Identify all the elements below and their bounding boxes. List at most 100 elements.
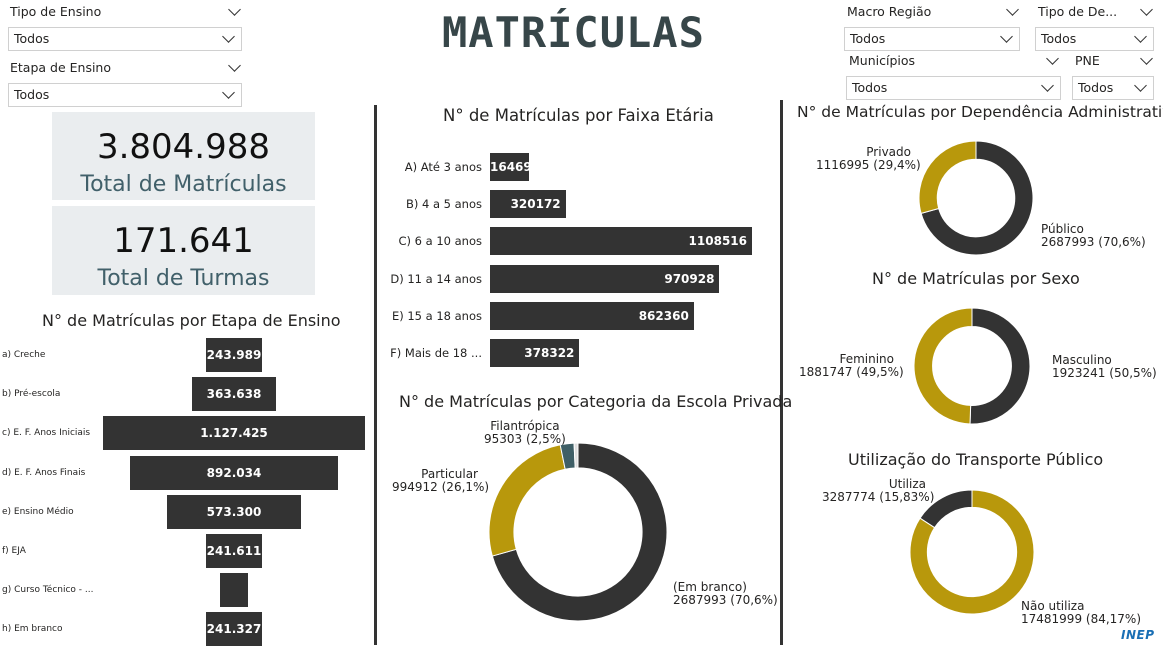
- divider: [780, 100, 783, 645]
- chevron-down-icon: [222, 30, 235, 43]
- slice-value: 994912 (26,1%): [392, 480, 490, 494]
- donut-slice-publico[interactable]: [920, 140, 1034, 256]
- funnel-bar-g-curso-tecnico[interactable]: [220, 573, 248, 608]
- bar-category-label: C) 6 a 10 anos: [398, 234, 483, 249]
- page-title: MATRÍCULAS: [442, 8, 705, 57]
- chevron-down-icon: [1134, 30, 1147, 43]
- bar-category-label: F) Mais de 18 ...: [390, 346, 482, 360]
- filter-pne-value: Todos: [1078, 80, 1114, 95]
- filter-macro-regiao-label: Macro Região: [847, 4, 932, 19]
- funnel-bar-d-e-f-anos-finais[interactable]: 892.034: [130, 455, 338, 490]
- funnel-bar-e-ensino-medio[interactable]: 573.300: [167, 494, 301, 529]
- bar-category-label: A) Até 3 anos: [404, 160, 482, 174]
- bar-b-4-a-5-anos[interactable]: 320172: [490, 190, 566, 219]
- slice-value: 95303 (2,5%): [484, 432, 566, 446]
- chevron-down-icon[interactable]: [1140, 3, 1153, 16]
- slice-name: Masculino: [1052, 353, 1112, 367]
- donut-slice-nao-utiliza[interactable]: [909, 489, 1035, 615]
- funnel-category-label: f) EJA: [2, 546, 26, 556]
- slice-value: 17481999 (84,17%): [1021, 612, 1142, 626]
- bar-c-6-a-10-anos[interactable]: 1108516: [490, 227, 752, 256]
- filter-pne-label: PNE: [1075, 53, 1100, 68]
- chevron-down-icon: [1134, 79, 1147, 92]
- slice-label-nao-utiliza: Não utiliza 17481999 (84,17%): [1021, 600, 1141, 626]
- slice-label-masculino: Masculino 1923241 (50,5%): [1052, 354, 1157, 380]
- slice-name: Privado: [866, 145, 911, 159]
- funnel-category-label: d) E. F. Anos Finais: [2, 467, 86, 478]
- donut-slice-particular[interactable]: [488, 444, 566, 557]
- slice-label-particular: Particular 994912 (26,1%): [392, 468, 490, 494]
- donut-slice-privado[interactable]: [918, 140, 977, 215]
- filter-tipo-de-dropdown[interactable]: Todos: [1035, 27, 1154, 51]
- funnel-bar-h-em-branco[interactable]: 241.327: [205, 612, 263, 647]
- funnel-category-label: e) Ensino Médio: [2, 506, 74, 517]
- chart-title-categoria: N° de Matrículas por Categoria da Escola…: [399, 392, 793, 411]
- kpi-total-turmas: 171.641 Total de Turmas: [52, 206, 315, 295]
- slice-value: 1881747 (49,5%): [799, 365, 904, 379]
- slice-label-privado: Privado 1116995 (29,4%): [816, 145, 921, 172]
- filter-etapa-ensino-label: Etapa de Ensino: [10, 60, 112, 75]
- chart-title-transporte: Utilização do Transporte Público: [848, 450, 1104, 469]
- donut-slice-masculino[interactable]: [969, 307, 1031, 425]
- filter-tipo-de-label: Tipo de De...: [1038, 4, 1118, 19]
- donut-chart-sexo: [913, 307, 1031, 425]
- slice-label-publico: Público 2687993 (70,6%): [1041, 223, 1146, 249]
- filter-tipo-ensino-label: Tipo de Ensino: [10, 4, 102, 19]
- slice-label-filantropica: Filantrópica 95303 (2,5%): [484, 420, 566, 446]
- slice-name: Filantrópica: [490, 419, 560, 433]
- slice-value: 2687993 (70,6%): [1041, 235, 1146, 249]
- chart-title-faixa: N° de Matrículas por Faixa Etária: [443, 106, 714, 125]
- filter-etapa-ensino-value: Todos: [14, 87, 50, 102]
- chart-title-dependencia: N° de Matrículas por Dependência Adminis…: [797, 103, 1163, 121]
- slice-label-em-branco: (Em branco) 2687993 (70,6%): [673, 581, 778, 607]
- filter-municipios-value: Todos: [852, 80, 888, 95]
- chart-title-sexo: N° de Matrículas por Sexo: [872, 269, 1080, 288]
- slice-value: 1116995 (29,4%): [816, 158, 921, 172]
- slice-value: 3287774 (15,83%): [822, 490, 935, 504]
- bar-a-ate-3-anos[interactable]: 164690: [490, 153, 529, 181]
- donut-slice-em-branco[interactable]: [491, 442, 668, 622]
- filter-macro-regiao-value: Todos: [850, 31, 886, 46]
- chevron-down-icon: [1041, 79, 1054, 92]
- chevron-down-icon: [222, 86, 235, 99]
- bar-f-mais-de-18[interactable]: 378322: [490, 339, 580, 367]
- funnel-bar-b-pre-escola[interactable]: 363.638: [191, 377, 277, 412]
- slice-value: 1923241 (50,5%): [1052, 366, 1157, 380]
- filter-tipo-de-value: Todos: [1041, 31, 1077, 46]
- filter-tipo-ensino-value: Todos: [14, 31, 50, 46]
- funnel-category-label: h) Em branco: [2, 624, 63, 635]
- slice-label-feminino: Feminino 1881747 (49,5%): [799, 353, 904, 379]
- slice-name: Público: [1041, 222, 1084, 236]
- funnel-bar-f-eja[interactable]: 241.611: [205, 534, 263, 568]
- donut-chart-transporte: [909, 489, 1035, 615]
- donut-chart-dependencia: [918, 140, 1034, 256]
- filter-municipios-dropdown[interactable]: Todos: [846, 76, 1061, 100]
- bar-category-label: E) 15 a 18 anos: [391, 308, 482, 323]
- filter-macro-regiao-dropdown[interactable]: Todos: [844, 27, 1020, 51]
- chevron-down-icon[interactable]: [228, 59, 241, 72]
- slice-name: Não utiliza: [1021, 599, 1085, 613]
- donut-slice-blank[interactable]: [573, 442, 579, 469]
- donut-chart-categoria: [488, 442, 668, 622]
- chart-title-etapa: N° de Matrículas por Etapa de Ensino: [42, 311, 341, 330]
- funnel-bar-c-e-f-anos-iniciais[interactable]: 1.127.425: [103, 416, 365, 451]
- kpi-total-matriculas: 3.804.988 Total de Matrículas: [52, 112, 315, 200]
- slice-name: Utiliza: [888, 477, 926, 491]
- kpi-total-turmas-label: Total de Turmas: [97, 266, 270, 291]
- funnel-category-label: a) Creche: [2, 350, 46, 360]
- filter-tipo-ensino-dropdown[interactable]: Todos: [8, 27, 242, 51]
- bar-d-11-a-14-anos[interactable]: 970928: [490, 264, 720, 293]
- filter-etapa-ensino-dropdown[interactable]: Todos: [8, 83, 242, 107]
- chevron-down-icon[interactable]: [1006, 3, 1019, 16]
- filter-pne-dropdown[interactable]: Todos: [1072, 76, 1154, 100]
- kpi-total-matriculas-label: Total de Matrículas: [80, 172, 287, 197]
- bar-e-15-a-18-anos[interactable]: 862360: [490, 301, 694, 330]
- inep-logo: INEP: [1121, 628, 1155, 642]
- chevron-down-icon[interactable]: [1046, 52, 1059, 65]
- chevron-down-icon[interactable]: [1140, 52, 1153, 65]
- donut-slice-feminino[interactable]: [913, 307, 973, 425]
- chevron-down-icon[interactable]: [228, 3, 241, 16]
- funnel-bar-a-creche[interactable]: 243.989: [205, 338, 263, 372]
- chevron-down-icon: [1000, 30, 1013, 43]
